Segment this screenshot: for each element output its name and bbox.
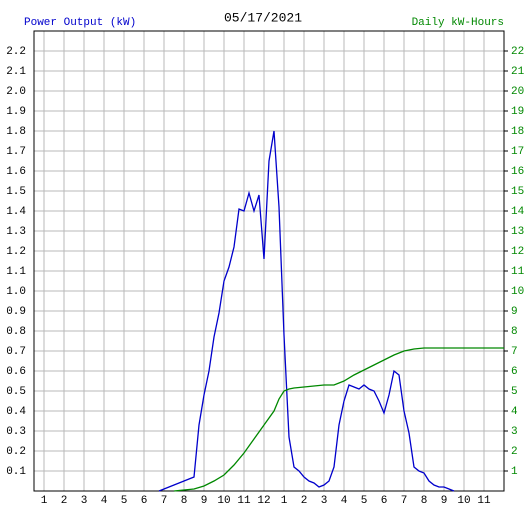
y2-tick-label: 22 bbox=[511, 46, 524, 58]
x-tick-label: 3 bbox=[81, 495, 88, 507]
x-tick-label: 5 bbox=[121, 495, 128, 507]
x-tick-label: 8 bbox=[181, 495, 188, 507]
y2-tick-label: 16 bbox=[511, 166, 524, 178]
x-tick-label: 8 bbox=[421, 495, 428, 507]
y2-tick-label: 7 bbox=[511, 346, 518, 358]
y2-tick-label: 9 bbox=[511, 306, 518, 318]
x-tick-label: 1 bbox=[281, 495, 288, 507]
x-tick-label: 6 bbox=[381, 495, 388, 507]
y-tick-label: 0.3 bbox=[6, 426, 26, 438]
y-tick-label: 0.9 bbox=[6, 306, 26, 318]
y-tick-label: 0.6 bbox=[6, 366, 26, 378]
y-tick-label: 2.1 bbox=[6, 66, 26, 78]
x-tick-label: 10 bbox=[217, 495, 230, 507]
x-tick-label: 4 bbox=[341, 495, 348, 507]
y2-tick-label: 4 bbox=[511, 406, 518, 418]
y2-tick-label: 3 bbox=[511, 426, 518, 438]
y-tick-label: 0.5 bbox=[6, 386, 26, 398]
y-tick-label: 0.4 bbox=[6, 406, 26, 418]
x-tick-label: 11 bbox=[477, 495, 491, 507]
y-tick-label: 1.0 bbox=[6, 286, 26, 298]
x-tick-label: 7 bbox=[401, 495, 408, 507]
x-tick-label: 9 bbox=[441, 495, 448, 507]
y2-tick-label: 1 bbox=[511, 466, 518, 478]
chart-title: 05/17/2021 bbox=[224, 10, 302, 25]
x-tick-label: 2 bbox=[61, 495, 68, 507]
x-tick-label: 3 bbox=[321, 495, 328, 507]
plot-frame bbox=[33, 30, 505, 492]
y-tick-label: 0.8 bbox=[6, 326, 26, 338]
y-tick-label: 1.7 bbox=[6, 146, 26, 158]
y2-tick-label: 8 bbox=[511, 326, 518, 338]
x-tick-label: 11 bbox=[237, 495, 251, 507]
y2-tick-label: 11 bbox=[511, 266, 525, 278]
y-tick-label: 1.4 bbox=[6, 206, 26, 218]
y2-tick-label: 19 bbox=[511, 106, 524, 118]
x-tick-label: 12 bbox=[257, 495, 270, 507]
x-tick-label: 7 bbox=[161, 495, 168, 507]
y-tick-label: 2.0 bbox=[6, 86, 26, 98]
data-line bbox=[158, 130, 455, 492]
x-tick-label: 9 bbox=[201, 495, 208, 507]
y2-tick-label: 20 bbox=[511, 86, 524, 98]
y2-tick-label: 5 bbox=[511, 386, 518, 398]
x-tick-label: 4 bbox=[101, 495, 108, 507]
y-tick-label: 2.2 bbox=[6, 46, 26, 58]
y-tick-label: 0.7 bbox=[6, 346, 26, 358]
y2-tick-label: 15 bbox=[511, 186, 524, 198]
y2-tick-label: 18 bbox=[511, 126, 524, 138]
y2-tick-label: 21 bbox=[511, 66, 525, 78]
y-tick-label: 1.3 bbox=[6, 226, 26, 238]
y-tick-label: 1.8 bbox=[6, 126, 26, 138]
y-tick-label: 0.2 bbox=[6, 446, 26, 458]
y2-tick-label: 2 bbox=[511, 446, 518, 458]
y-tick-label: 1.1 bbox=[6, 266, 26, 278]
x-tick-label: 2 bbox=[301, 495, 308, 507]
y-tick-label: 1.6 bbox=[6, 166, 26, 178]
y2-tick-label: 14 bbox=[511, 206, 525, 218]
y-tick-label: 1.5 bbox=[6, 186, 26, 198]
y-tick-label: 0.1 bbox=[6, 466, 26, 478]
y2-tick-label: 17 bbox=[511, 146, 524, 158]
data-line bbox=[173, 347, 504, 492]
y-tick-label: 1.9 bbox=[6, 106, 26, 118]
y2-tick-label: 10 bbox=[511, 286, 524, 298]
y2-tick-label: 13 bbox=[511, 226, 524, 238]
y2-tick-label: 6 bbox=[511, 366, 518, 378]
y-axis-label: Power Output (kW) bbox=[24, 17, 136, 29]
y2-tick-label: 12 bbox=[511, 246, 524, 258]
y-tick-label: 1.2 bbox=[6, 246, 26, 258]
x-tick-label: 5 bbox=[361, 495, 368, 507]
x-tick-label: 10 bbox=[457, 495, 470, 507]
y2-axis-label: Daily kW-Hours bbox=[412, 17, 504, 29]
x-tick-label: 1 bbox=[41, 495, 48, 507]
x-tick-label: 6 bbox=[141, 495, 148, 507]
